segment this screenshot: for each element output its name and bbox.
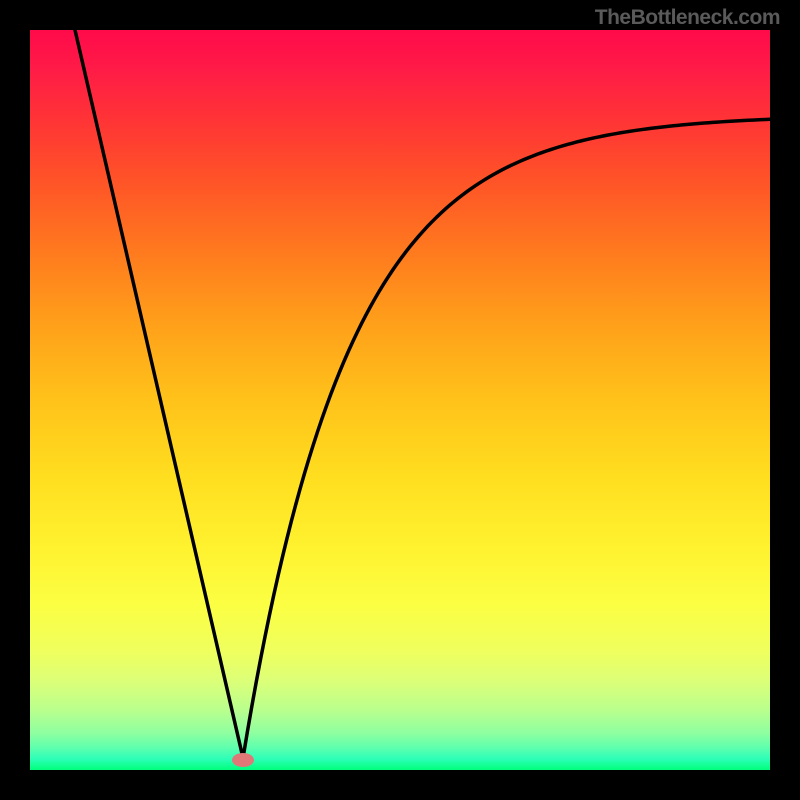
plot-area (30, 30, 770, 770)
watermark-text: TheBottleneck.com (595, 6, 780, 30)
bottleneck-curve (30, 30, 770, 770)
curve-line (75, 30, 770, 758)
minimum-marker (232, 753, 254, 767)
